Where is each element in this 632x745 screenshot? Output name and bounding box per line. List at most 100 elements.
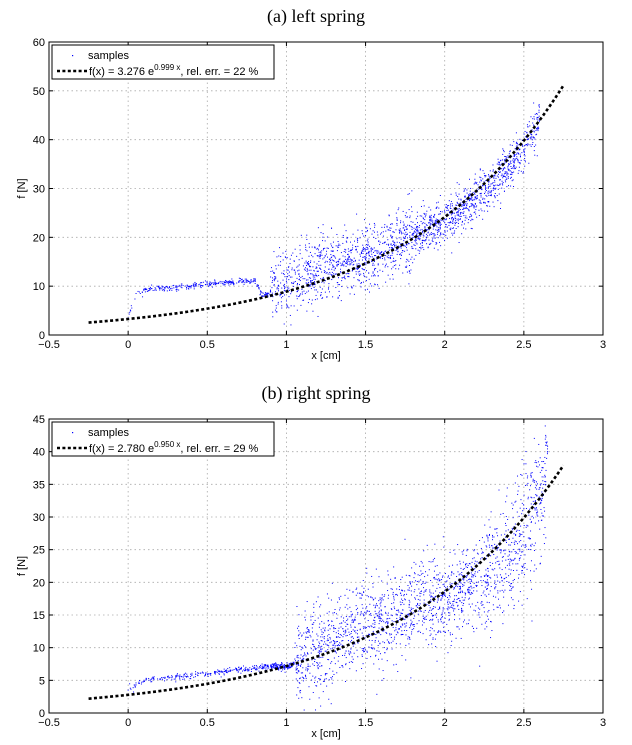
sample-point: [389, 230, 391, 232]
sample-point: [470, 205, 472, 207]
sample-point: [417, 222, 419, 224]
sample-point: [198, 284, 200, 286]
sample-point: [313, 603, 315, 605]
sample-point: [328, 698, 330, 700]
sample-point: [375, 604, 377, 606]
sample-point: [399, 230, 401, 232]
sample-point: [194, 676, 196, 678]
sample-point: [500, 171, 502, 173]
sample-point: [345, 258, 347, 260]
sample-point: [532, 136, 534, 138]
sample-point: [488, 201, 490, 203]
sample-point: [468, 598, 470, 600]
sample-point: [289, 314, 291, 316]
sample-point: [307, 653, 309, 655]
y-tick-label: 45: [33, 414, 45, 426]
sample-point: [492, 562, 494, 564]
sample-point: [241, 281, 243, 283]
sample-point: [278, 664, 280, 666]
sample-point: [134, 298, 136, 300]
sample-point: [232, 281, 234, 283]
sample-point: [518, 529, 520, 531]
sample-point: [242, 281, 244, 283]
sample-point: [520, 525, 522, 527]
sample-point: [395, 643, 397, 645]
sample-point: [339, 642, 341, 644]
sample-point: [463, 208, 465, 210]
sample-point: [281, 664, 283, 666]
sample-point: [479, 200, 481, 202]
sample-point: [422, 217, 424, 219]
sample-point: [436, 565, 438, 567]
sample-point: [507, 518, 509, 520]
sample-point: [433, 570, 435, 572]
sample-point: [512, 517, 514, 519]
sample-point: [382, 263, 384, 265]
sample-point: [412, 624, 414, 626]
sample-point: [307, 302, 309, 304]
sample-point: [534, 507, 536, 509]
sample-point: [411, 581, 413, 583]
sample-point: [396, 614, 398, 616]
sample-point: [530, 544, 532, 546]
sample-point: [252, 280, 254, 282]
sample-point: [415, 563, 417, 565]
sample-point: [328, 624, 330, 626]
sample-point: [215, 671, 217, 673]
sample-point: [327, 256, 329, 258]
sample-point: [417, 230, 419, 232]
sample-point: [357, 607, 359, 609]
sample-point: [298, 259, 300, 261]
sample-point: [258, 288, 260, 290]
sample-point: [302, 656, 304, 658]
sample-point: [539, 119, 541, 121]
sample-point: [508, 153, 510, 155]
sample-point: [368, 639, 370, 641]
sample-point: [545, 481, 547, 483]
sample-point: [464, 582, 466, 584]
sample-point: [509, 161, 511, 163]
sample-point: [434, 220, 436, 222]
sample-point: [303, 709, 305, 711]
sample-point: [386, 243, 388, 245]
sample-point: [513, 542, 515, 544]
sample-point: [527, 475, 529, 477]
sample-point: [221, 281, 223, 283]
sample-point: [343, 633, 345, 635]
sample-point: [349, 263, 351, 265]
sample-point: [445, 206, 447, 208]
sample-point: [482, 197, 484, 199]
sample-point: [430, 232, 432, 234]
sample-point: [476, 561, 478, 563]
sample-point: [245, 666, 247, 668]
sample-point: [393, 599, 395, 601]
sample-point: [375, 267, 377, 269]
sample-point: [430, 627, 432, 629]
sample-point: [462, 220, 464, 222]
sample-point: [411, 633, 413, 635]
sample-point: [385, 255, 387, 257]
sample-point: [441, 211, 443, 213]
sample-point: [504, 567, 506, 569]
sample-point: [347, 287, 349, 289]
sample-point: [373, 598, 375, 600]
sample-point: [188, 288, 190, 290]
sample-point: [318, 249, 320, 251]
sample-point: [474, 182, 476, 184]
sample-point: [471, 204, 473, 206]
sample-point: [430, 599, 432, 601]
sample-point: [408, 253, 410, 255]
sample-point: [441, 613, 443, 615]
sample-point: [324, 674, 326, 676]
sample-point: [190, 678, 192, 680]
sample-point: [373, 604, 375, 606]
sample-point: [289, 276, 291, 278]
sample-point: [508, 581, 510, 583]
sample-point: [439, 194, 441, 196]
sample-point: [462, 585, 464, 587]
sample-point: [288, 271, 290, 273]
sample-point: [325, 253, 327, 255]
sample-point: [278, 285, 280, 287]
sample-point: [334, 645, 336, 647]
sample-point: [357, 613, 359, 615]
